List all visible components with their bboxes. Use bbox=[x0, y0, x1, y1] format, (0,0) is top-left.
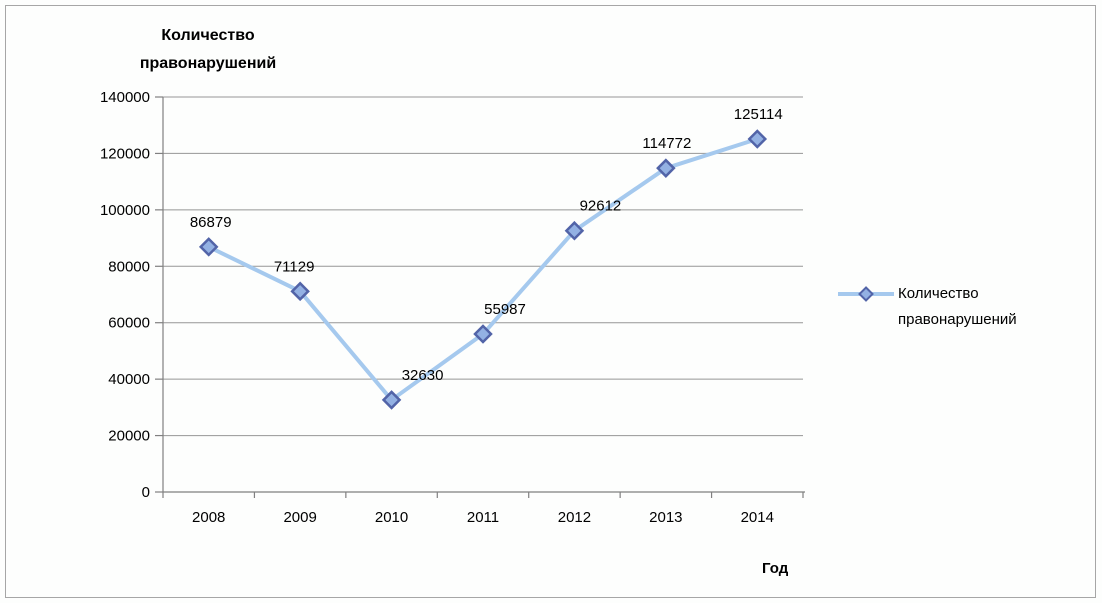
x-tick-label: 2008 bbox=[192, 509, 225, 526]
data-point-marker bbox=[473, 324, 493, 344]
y-tick-label: 80000 bbox=[108, 258, 150, 275]
x-axis-title: Год bbox=[762, 560, 789, 577]
data-label: 71129 bbox=[274, 258, 315, 275]
legend: Количество правонарушений bbox=[838, 281, 1030, 333]
data-point-marker bbox=[381, 390, 402, 410]
y-tick-label: 40000 bbox=[108, 371, 150, 388]
y-tick-label: 140000 bbox=[100, 89, 150, 106]
x-tick-label: 2011 bbox=[467, 509, 499, 526]
y-tick-label: 120000 bbox=[100, 145, 150, 162]
y-tick-label: 100000 bbox=[100, 202, 150, 219]
data-label: 114772 bbox=[642, 135, 691, 152]
data-point-marker bbox=[198, 237, 219, 257]
data-label: 86879 bbox=[190, 214, 232, 231]
data-point-marker bbox=[290, 281, 310, 302]
legend-line-marker-icon bbox=[838, 286, 894, 302]
x-tick-label: 2014 bbox=[741, 509, 774, 526]
y-tick-label: 0 bbox=[142, 484, 150, 501]
x-tick-label: 2009 bbox=[283, 509, 316, 526]
data-label: 125114 bbox=[734, 106, 783, 123]
data-point-marker bbox=[747, 129, 768, 149]
data-point-marker bbox=[656, 158, 676, 178]
y-tick-label: 20000 bbox=[108, 428, 150, 445]
chart-frame bbox=[5, 5, 1096, 598]
data-label: 92612 bbox=[580, 198, 622, 215]
chart-title: Количество правонарушений bbox=[139, 27, 277, 72]
data-label: 32630 bbox=[402, 367, 444, 384]
x-tick-label: 2010 bbox=[375, 509, 408, 526]
x-tick-label: 2013 bbox=[649, 509, 682, 526]
data-point-marker bbox=[564, 220, 585, 241]
x-tick-label: 2012 bbox=[558, 509, 591, 526]
legend-label: Количество правонарушений bbox=[898, 285, 1017, 328]
y-tick-label: 60000 bbox=[108, 315, 150, 332]
data-label: 55987 bbox=[484, 301, 526, 318]
